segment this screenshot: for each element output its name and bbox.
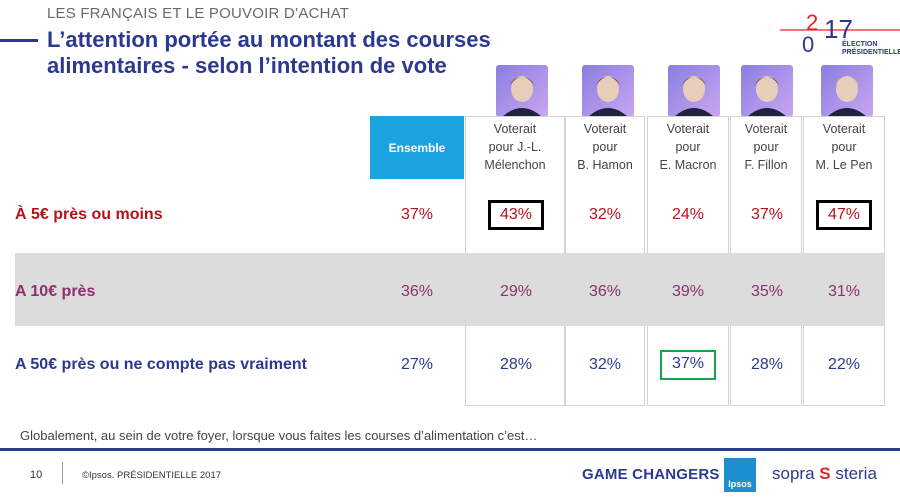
header-hamon-line3: B. Hamon [577, 158, 633, 172]
cell-fillon-row1: 37% [750, 206, 784, 223]
column-header-hamon: Voterait pour B. Hamon [560, 120, 650, 174]
portrait-hamon [582, 65, 634, 117]
footer-rule [0, 448, 900, 451]
cell-ensemble-row3: 27% [400, 356, 434, 373]
cell-lepen-row2: 31% [827, 283, 861, 300]
header-fillon-line3: F. Fillon [744, 158, 788, 172]
portrait-melenchon [496, 65, 548, 117]
copyright: ©Ipsos. PRÉSIDENTIELLE 2017 [82, 470, 222, 481]
header-melenchon-line2: pour J.-L. [488, 140, 542, 154]
portrait-lepen [821, 65, 873, 117]
header-melenchon-line3: Mélenchon [484, 158, 546, 172]
cell-melenchon-row3: 28% [499, 356, 533, 373]
header-hamon-line1: Voterait [583, 122, 627, 136]
cell-melenchon-row1: 43% [488, 200, 544, 230]
row-label-5-euros: À 5€ près ou moins [15, 206, 163, 223]
header-lepen-line1: Voterait [822, 122, 866, 136]
cell-melenchon-row2: 29% [499, 283, 533, 300]
logo-text-election: ÉLECTION [842, 39, 877, 48]
header-macron-line3: E. Macron [659, 158, 717, 172]
title-line-1: L’attention portée au montant des course… [47, 27, 491, 52]
column-header-fillon: Voterait pour F. Fillon [721, 120, 811, 174]
footer-separator [62, 462, 63, 484]
header-fillon-line1: Voterait [744, 122, 788, 136]
cell-lepen-row3: 22% [827, 356, 861, 373]
cell-fillon-row2: 35% [750, 283, 784, 300]
cell-hamon-row2: 36% [588, 283, 622, 300]
page-number: 10 [30, 469, 43, 481]
sopra-text: sopra [772, 464, 815, 483]
column-header-macron: Voterait pour E. Macron [643, 120, 733, 174]
cell-hamon-row1: 32% [588, 206, 622, 223]
cell-fillon-row3: 28% [750, 356, 784, 373]
survey-question: Globalement, au sein de votre foyer, lor… [20, 428, 538, 443]
sopra-steria-logo: sopra S steria [772, 464, 877, 484]
cell-macron-row1: 24% [671, 206, 705, 223]
title-line-2: alimentaires - selon l’intention de vote [47, 53, 447, 78]
logo-digit-0: 0 [802, 32, 814, 57]
game-changers-tagline: GAME CHANGERS [582, 466, 720, 483]
steria-text: steria [835, 464, 877, 483]
column-header-melenchon: Voterait pour J.-L. Mélenchon [470, 120, 560, 174]
column-header-lepen: Voterait pour M. Le Pen [799, 120, 889, 174]
header-lepen-line2: pour [831, 140, 857, 154]
sopra-mark-icon: S [819, 464, 831, 483]
header-lepen-line3: M. Le Pen [815, 158, 873, 172]
cell-macron-row3: 37% [660, 350, 716, 380]
row-label-50-euros: A 50€ près ou ne compte pas vraiment [15, 356, 307, 373]
cell-macron-row2: 39% [671, 283, 705, 300]
logo-digit-2: 2 [806, 10, 818, 35]
header-macron-line1: Voterait [666, 122, 710, 136]
header-fillon-line2: pour [753, 140, 779, 154]
header-melenchon-line1: Voterait [493, 122, 537, 136]
header-hamon-line2: pour [592, 140, 618, 154]
cell-ensemble-row1: 37% [400, 206, 434, 223]
portrait-macron [668, 65, 720, 117]
logo-digits-17: 17 [824, 14, 853, 44]
ipsos-logo: Ipsos [724, 458, 756, 492]
header-macron-line2: pour [675, 140, 701, 154]
slide-title: L’attention portée au montant des course… [47, 27, 491, 79]
cell-ensemble-row2: 36% [400, 283, 434, 300]
row-label-10-euros: A 10€ près [15, 283, 96, 300]
slide-supertitle: LES FRANÇAIS ET LE POUVOIR D’ACHAT [47, 5, 350, 22]
cell-lepen-row1: 47% [816, 200, 872, 230]
cell-hamon-row3: 32% [588, 356, 622, 373]
header-accent-line [0, 39, 38, 42]
column-header-ensemble: Ensemble [370, 116, 464, 179]
logo-text-presidentielle: PRÉSIDENTIELLE [842, 47, 900, 56]
election-2017-logo: 2 0 17 ÉLECTION PRÉSIDENTIELLE [780, 10, 900, 57]
row-band-10-euros [15, 253, 885, 326]
portrait-fillon [741, 65, 793, 117]
